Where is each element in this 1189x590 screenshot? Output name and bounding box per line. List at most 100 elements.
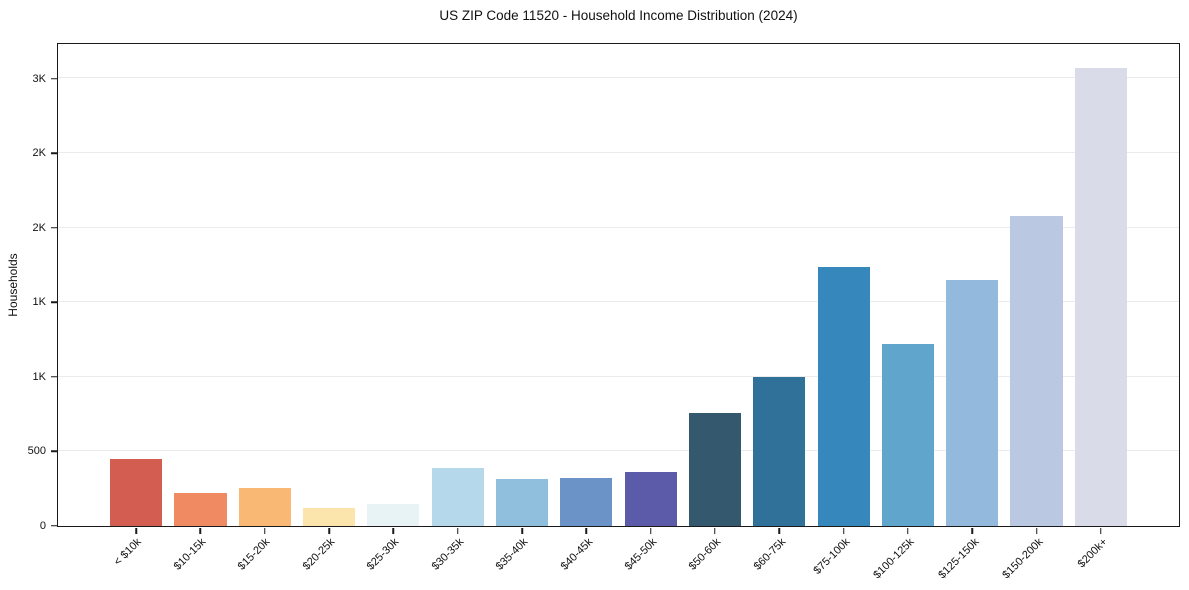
x-tick-mark bbox=[714, 528, 716, 534]
bar-$100-125k bbox=[881, 343, 934, 526]
x-tick-label: $25-30k bbox=[364, 536, 402, 573]
x-label-slot: $15-20k bbox=[232, 527, 296, 590]
gridline bbox=[58, 151, 1179, 153]
plot-area bbox=[57, 43, 1180, 534]
y-tick-mark bbox=[51, 152, 57, 154]
bar-$35-40k bbox=[495, 479, 549, 526]
bar-slot bbox=[876, 44, 940, 534]
x-tick-mark bbox=[907, 528, 909, 534]
bar-slot bbox=[683, 44, 747, 534]
x-tick-mark bbox=[521, 528, 523, 534]
y-tick-label: 0 bbox=[39, 519, 46, 532]
y-tick-mark bbox=[51, 375, 57, 378]
x-label-slot: $60-75k bbox=[747, 527, 811, 590]
x-tick-label: $20-25k bbox=[300, 536, 338, 573]
y-tick-label: 500 bbox=[27, 445, 46, 458]
x-tick-mark bbox=[1035, 528, 1038, 534]
x-tick-label: $15-20k bbox=[235, 536, 273, 573]
bar-slot bbox=[490, 44, 554, 534]
y-tick-label: 1K bbox=[32, 370, 46, 383]
x-tick-label: $10-15k bbox=[171, 536, 209, 573]
bar-slot bbox=[233, 44, 297, 534]
x-tick-mark bbox=[842, 528, 845, 534]
bar-slot bbox=[747, 44, 811, 534]
x-tick-mark bbox=[135, 528, 137, 534]
bar-slot bbox=[619, 44, 683, 534]
x-label-slot: $200k+ bbox=[1070, 527, 1134, 590]
x-label-slot: $45-50k bbox=[619, 527, 683, 590]
y-axis-ticks: 0 500 1K 1K 2K 2K 3K bbox=[0, 43, 57, 532]
y-tick-mark bbox=[51, 301, 57, 303]
x-tick-label: $30-35k bbox=[429, 536, 466, 573]
y-tick-label: 3K bbox=[32, 72, 46, 85]
bar-slot bbox=[811, 44, 875, 534]
bar-slot bbox=[426, 44, 490, 534]
bar-slot bbox=[1004, 44, 1068, 534]
x-tick-label: $35-40k bbox=[493, 536, 531, 573]
bar-$30-35k bbox=[431, 467, 484, 526]
x-tick-label: $50-60k bbox=[687, 536, 724, 573]
bar-slot bbox=[1069, 44, 1133, 534]
x-tick-mark bbox=[1100, 528, 1102, 534]
x-tick-label: $75-100k bbox=[811, 536, 853, 577]
bar-$40-45k bbox=[560, 477, 613, 526]
y-tick-label: 2K bbox=[32, 147, 46, 160]
x-label-slot: $50-60k bbox=[683, 527, 747, 590]
bar-$75-100k bbox=[817, 267, 870, 526]
bar-slot bbox=[168, 44, 232, 534]
bars-container bbox=[58, 44, 1179, 534]
x-tick-mark bbox=[328, 528, 330, 534]
bar-$25-30k bbox=[367, 503, 420, 526]
x-label-slot: < $10k bbox=[103, 527, 167, 590]
x-tick-mark bbox=[456, 528, 459, 534]
y-tick-mark bbox=[51, 450, 57, 452]
bar-$50-60k bbox=[688, 413, 741, 526]
bar-$10-15k bbox=[174, 493, 227, 526]
x-tick-label: $40-45k bbox=[558, 536, 595, 573]
bar-$45-50k bbox=[624, 472, 677, 526]
y-tick-mark bbox=[51, 78, 57, 80]
bar-$125-150k bbox=[946, 279, 999, 526]
bar-$200k+ bbox=[1074, 67, 1127, 526]
y-tick-label: 1K bbox=[32, 296, 46, 309]
x-label-slot: $100-125k bbox=[872, 527, 940, 590]
x-label-slot: $35-40k bbox=[490, 527, 554, 590]
gridline bbox=[58, 375, 1179, 377]
x-tick-label: $150-200k bbox=[1000, 536, 1046, 582]
gridline bbox=[58, 450, 1179, 452]
x-tick-label: < $10k bbox=[111, 536, 144, 569]
x-tick-label: $60-75k bbox=[751, 536, 789, 573]
bar-$150-200k bbox=[1010, 215, 1063, 526]
y-tick-mark bbox=[51, 524, 57, 527]
bar-slot bbox=[554, 44, 618, 534]
x-label-slot: $40-45k bbox=[554, 527, 618, 590]
x-axis-labels: < $10k $10-15k $15-20k $20-25k $25-30k $30-35… bbox=[57, 527, 1180, 590]
x-tick-mark bbox=[199, 528, 202, 534]
bar-$60-75k bbox=[753, 376, 806, 526]
bar-slot bbox=[104, 44, 168, 534]
x-label-slot: $10-15k bbox=[167, 527, 231, 590]
bar-slot bbox=[297, 44, 361, 534]
x-tick-mark bbox=[264, 528, 266, 534]
bar-$15-20k bbox=[238, 487, 291, 526]
x-tick-mark bbox=[585, 528, 588, 534]
x-label-slot: $20-25k bbox=[296, 527, 360, 590]
x-label-slot: $25-30k bbox=[361, 527, 425, 590]
y-tick-label: 2K bbox=[32, 221, 46, 234]
gridline bbox=[58, 77, 1179, 79]
x-tick-mark bbox=[971, 528, 973, 534]
bar-< $10k bbox=[110, 458, 163, 526]
x-label-slot: $75-100k bbox=[812, 527, 876, 590]
x-tick-mark bbox=[778, 528, 781, 534]
x-tick-label: $200k+ bbox=[1076, 536, 1111, 571]
x-tick-mark bbox=[392, 528, 395, 534]
x-label-slot: $150-200k bbox=[1001, 527, 1069, 590]
gridline bbox=[58, 226, 1179, 228]
chart-title: US ZIP Code 11520 - Household Income Dis… bbox=[439, 8, 798, 23]
x-tick-mark bbox=[649, 528, 652, 534]
x-tick-label: $100-125k bbox=[871, 536, 917, 582]
bar-slot bbox=[361, 44, 425, 534]
y-tick-mark bbox=[51, 226, 57, 229]
x-label-slot: $30-35k bbox=[425, 527, 489, 590]
